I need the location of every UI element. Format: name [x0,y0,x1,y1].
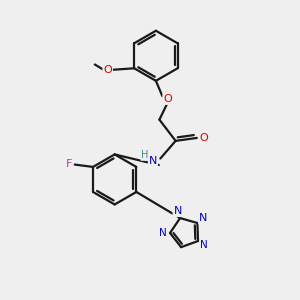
Text: O: O [199,133,208,143]
Text: N: N [159,228,167,238]
Text: F: F [66,159,72,169]
Text: N: N [173,206,182,216]
Text: N: N [199,214,207,224]
Text: N: N [200,240,208,250]
Text: O: O [163,94,172,104]
Text: O: O [103,65,112,75]
Text: H: H [141,150,149,160]
Text: N: N [149,156,157,166]
